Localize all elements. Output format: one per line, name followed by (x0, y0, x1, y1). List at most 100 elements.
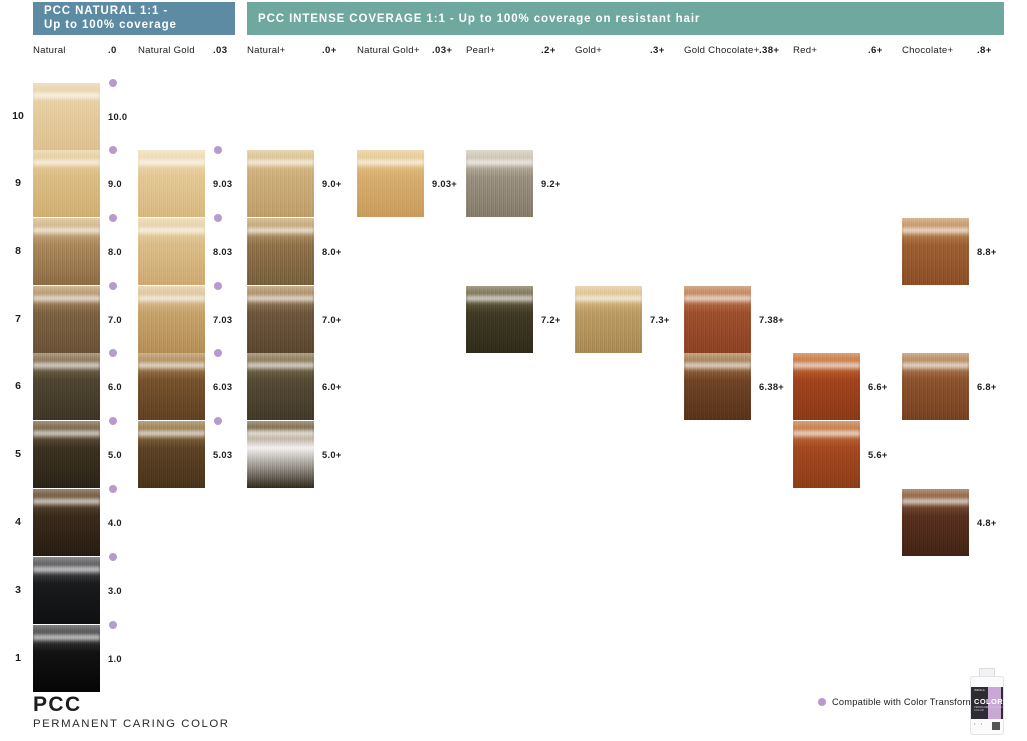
swatch-code-label: 6.03 (213, 381, 233, 392)
swatch-shine (33, 557, 100, 624)
swatch-5-03: 5.03 (138, 417, 232, 488)
color-transformer-dot-icon (109, 485, 117, 493)
column-name: Red+ (793, 45, 818, 56)
bottle-subtitle: PERMANENT CARING COLOR (974, 706, 1003, 712)
pcc-logo: PCC PERMANENT CARING COLOR (33, 694, 230, 731)
swatch-code-label: 7.3+ (650, 314, 670, 325)
swatch-code-label: 5.0 (108, 449, 122, 460)
swatch-9-0: 9.0 (33, 146, 122, 217)
swatch-code-label: 5.03 (213, 449, 233, 460)
swatch-code-label: 6.6+ (868, 381, 888, 392)
row-label-level-9: 9 (15, 176, 21, 189)
column-code: .03 (213, 44, 228, 56)
swatch-shine (902, 489, 969, 556)
swatch-9-2-: 9.2+ (466, 150, 560, 217)
swatch-shine (138, 421, 205, 488)
swatch-shine (684, 353, 751, 420)
swatch-shine (575, 286, 642, 353)
swatch-4-0: 4.0 (33, 485, 122, 556)
swatch-shine (33, 150, 100, 217)
swatch-7-2-: 7.2+ (466, 286, 560, 353)
swatch-code-label: 4.0 (108, 517, 122, 528)
swatch-shine (357, 150, 424, 217)
swatch-code-label: 8.0+ (322, 246, 342, 257)
header-natural-line1: PCC NATURAL 1:1 - (44, 5, 169, 17)
swatch-shine (33, 218, 100, 285)
bottle-body: INDOLA COLOR PERMANENT CARING COLOR 1 : … (970, 676, 1004, 735)
swatch-8-8-: 8.8+ (902, 218, 996, 285)
column-header-gold: .3+ Gold+ (575, 44, 705, 57)
swatch-code-label: 6.38+ (759, 381, 785, 392)
color-transformer-dot-icon (109, 349, 117, 357)
column-code: .3+ (650, 44, 665, 56)
swatch-7-3-: 7.3+ (575, 286, 669, 353)
header-natural-line2: Up to 100% coverage (44, 18, 177, 31)
row-label-level-4: 4 (15, 515, 21, 528)
column-header-natural-gold: .03+ Natural Gold+ (357, 44, 487, 57)
column-header-natural-gold: .03 Natural Gold (138, 44, 268, 57)
row-label-level-7: 7 (15, 312, 21, 325)
swatch-code-label: 9.2+ (541, 178, 561, 189)
swatch-code-label: 8.8+ (977, 246, 997, 257)
column-header-natural: .0 Natural (33, 44, 163, 57)
column-code: .38+ (759, 44, 780, 56)
row-label-level-1: 1 (15, 651, 21, 664)
column-header-red: .6+ Red+ (793, 44, 923, 57)
swatch-shine (684, 286, 751, 353)
swatch-shine (247, 218, 314, 285)
logo-abbreviation: PCC (33, 693, 82, 716)
bottle-ratio: 1 : 1 (974, 722, 983, 726)
swatch-code-label: 7.0 (108, 314, 122, 325)
bottle-brand: INDOLA (974, 689, 985, 692)
swatch-code-label: 9.03 (213, 178, 233, 189)
color-transformer-dot-icon (109, 146, 117, 154)
row-label-level-8: 8 (15, 244, 21, 257)
column-header-natural: .0+ Natural+ (247, 44, 377, 57)
color-transformer-dot-icon (214, 349, 222, 357)
swatch-8-03: 8.03 (138, 214, 232, 285)
color-transformer-dot-icon (109, 621, 117, 629)
color-transformer-dot-icon (214, 417, 222, 425)
swatch-6-0-: 6.0+ (247, 353, 341, 420)
swatch-code-label: 6.0+ (322, 381, 342, 392)
swatch-code-label: 9.03+ (432, 178, 458, 189)
swatch-code-label: 10.0 (108, 111, 128, 122)
swatch-code-label: 5.0+ (322, 449, 342, 460)
swatch-code-label: 7.38+ (759, 314, 785, 325)
swatch-code-label: 3.0 (108, 585, 122, 596)
swatch-shine (247, 353, 314, 420)
column-header-chocolate: .8+ Chocolate+ (902, 44, 1027, 57)
swatch-3-0: 3.0 (33, 553, 122, 624)
column-code: .0+ (322, 44, 337, 56)
column-name: Gold Chocolate+ (684, 45, 760, 56)
swatch-9-0-: 9.0+ (247, 150, 341, 217)
swatch-8-0-: 8.0+ (247, 218, 341, 285)
swatch-shine (466, 286, 533, 353)
column-code: .8+ (977, 44, 992, 56)
swatch-shine (33, 83, 100, 150)
swatch-code-label: 1.0 (108, 653, 122, 664)
header-bar-pcc-natural: PCC NATURAL 1:1 - Up to 100% coverage (33, 2, 235, 35)
color-transformer-dot-icon (109, 417, 117, 425)
swatch-6-8-: 6.8+ (902, 353, 996, 420)
swatch-shine (33, 625, 100, 692)
swatch-4-8-: 4.8+ (902, 489, 996, 556)
swatch-shine (793, 353, 860, 420)
swatch-code-label: 8.03 (213, 246, 233, 257)
column-name: Chocolate+ (902, 45, 954, 56)
column-name: Gold+ (575, 45, 603, 56)
swatch-6-6-: 6.6+ (793, 353, 887, 420)
logo-full-name: PERMANENT CARING COLOR (33, 718, 230, 730)
bottle-label-swatch (988, 687, 1001, 719)
swatch-shine (138, 353, 205, 420)
swatch-code-label: 5.6+ (868, 449, 888, 460)
swatch-code-label: 6.0 (108, 381, 122, 392)
swatch-8-0: 8.0 (33, 214, 122, 285)
legend-dot-icon (818, 698, 826, 706)
row-label-level-3: 3 (15, 583, 21, 596)
swatch-shine (33, 286, 100, 353)
swatch-7-0-: 7.0+ (247, 286, 341, 353)
swatch-9-03: 9.03 (138, 146, 232, 217)
swatch-code-label: 7.0+ (322, 314, 342, 325)
